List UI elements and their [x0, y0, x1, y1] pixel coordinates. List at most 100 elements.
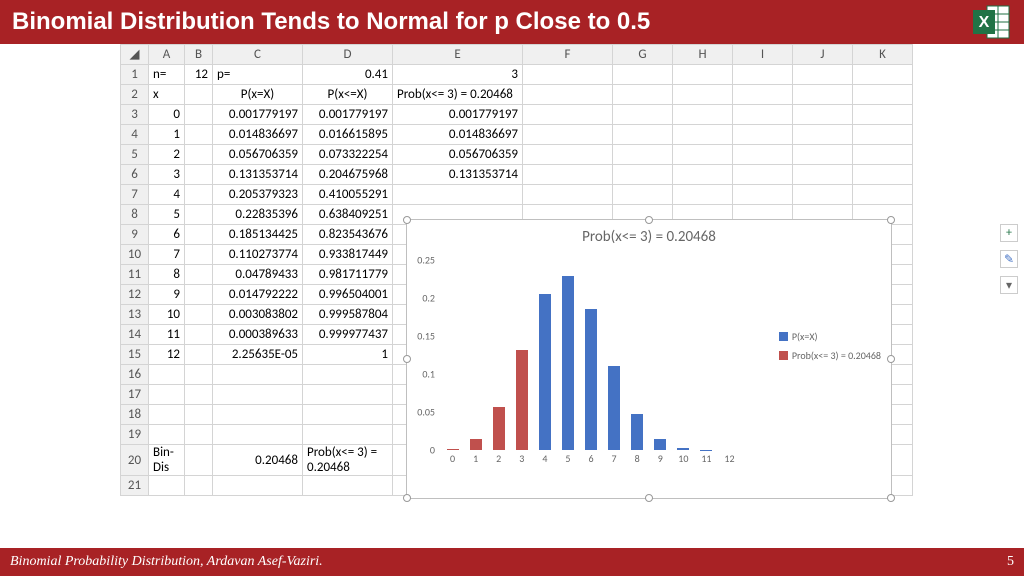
cell[interactable]: 0.001779197 — [213, 105, 303, 125]
chart-bar[interactable] — [585, 309, 597, 450]
cell[interactable] — [613, 105, 673, 125]
cell[interactable]: 0.056706359 — [393, 145, 523, 165]
cell[interactable] — [673, 65, 733, 85]
cell[interactable] — [149, 405, 185, 425]
cell[interactable] — [733, 185, 793, 205]
cell[interactable]: 0.110273774 — [213, 245, 303, 265]
cell[interactable] — [613, 125, 673, 145]
resize-handle[interactable] — [403, 494, 411, 502]
row-header[interactable]: 14 — [121, 325, 149, 345]
row-header[interactable]: 2 — [121, 85, 149, 105]
chart-bar[interactable] — [677, 448, 689, 450]
cell[interactable]: 0.073322254 — [303, 145, 393, 165]
cell[interactable] — [149, 425, 185, 445]
cell[interactable]: 12 — [185, 65, 213, 85]
cell[interactable]: 0.205379323 — [213, 185, 303, 205]
cell[interactable]: 0.001779197 — [393, 105, 523, 125]
column-header[interactable]: B — [185, 45, 213, 65]
chart-bar[interactable] — [562, 276, 574, 450]
cell[interactable]: 0.131353714 — [393, 165, 523, 185]
cell[interactable] — [185, 385, 213, 405]
cell[interactable]: 3 — [149, 165, 185, 185]
row-header[interactable]: 8 — [121, 205, 149, 225]
embedded-chart[interactable]: Prob(x<= 3) = 0.20468 00.050.10.150.20.2… — [406, 219, 892, 499]
cell[interactable]: Bin-Dis — [149, 445, 185, 476]
resize-handle[interactable] — [403, 216, 411, 224]
cell[interactable]: 0.22835396 — [213, 205, 303, 225]
select-all-corner[interactable]: ◢ — [121, 45, 149, 65]
cell[interactable] — [185, 165, 213, 185]
row-header[interactable]: 3 — [121, 105, 149, 125]
cell[interactable]: 0.20468 — [213, 445, 303, 476]
cell[interactable]: n= — [149, 65, 185, 85]
row-header[interactable]: 16 — [121, 365, 149, 385]
cell[interactable] — [185, 305, 213, 325]
cell[interactable]: 0 — [149, 105, 185, 125]
chart-bar[interactable] — [654, 439, 666, 450]
cell[interactable] — [673, 165, 733, 185]
cell[interactable]: 0.001779197 — [303, 105, 393, 125]
cell[interactable] — [185, 425, 213, 445]
cell[interactable]: 0.016615895 — [303, 125, 393, 145]
resize-handle[interactable] — [403, 355, 411, 363]
cell[interactable]: 8 — [149, 265, 185, 285]
cell[interactable] — [673, 85, 733, 105]
cell[interactable] — [673, 145, 733, 165]
cell[interactable] — [793, 165, 853, 185]
cell[interactable] — [613, 145, 673, 165]
cell[interactable]: P(x<=X) — [303, 85, 393, 105]
cell[interactable] — [149, 476, 185, 496]
cell[interactable] — [613, 185, 673, 205]
cell[interactable] — [523, 85, 613, 105]
cell[interactable] — [185, 185, 213, 205]
row-header[interactable]: 4 — [121, 125, 149, 145]
cell[interactable] — [185, 265, 213, 285]
cell[interactable] — [673, 185, 733, 205]
chart-bar[interactable] — [470, 439, 482, 450]
cell[interactable] — [733, 85, 793, 105]
row-header[interactable]: 19 — [121, 425, 149, 445]
cell[interactable] — [523, 185, 613, 205]
chart-elements-button[interactable]: + — [1000, 224, 1018, 242]
cell[interactable] — [733, 105, 793, 125]
cell[interactable] — [213, 476, 303, 496]
cell[interactable] — [185, 445, 213, 476]
cell[interactable] — [673, 125, 733, 145]
cell[interactable] — [185, 345, 213, 365]
cell[interactable] — [213, 365, 303, 385]
cell[interactable] — [673, 105, 733, 125]
cell[interactable]: Prob(x<= 3) = 0.20468 — [303, 445, 393, 476]
cell[interactable]: 0.014792222 — [213, 285, 303, 305]
cell[interactable] — [523, 105, 613, 125]
cell[interactable] — [185, 145, 213, 165]
cell[interactable]: 2.25635E-05 — [213, 345, 303, 365]
cell[interactable]: 0.204675968 — [303, 165, 393, 185]
cell[interactable] — [523, 65, 613, 85]
row-header[interactable]: 9 — [121, 225, 149, 245]
cell[interactable]: Prob(x<= 3) = 0.20468 — [393, 85, 523, 105]
cell[interactable]: 0.185134425 — [213, 225, 303, 245]
cell[interactable] — [523, 145, 613, 165]
cell[interactable] — [793, 185, 853, 205]
row-header[interactable]: 15 — [121, 345, 149, 365]
cell[interactable]: 0.981711779 — [303, 265, 393, 285]
cell[interactable]: 0.823543676 — [303, 225, 393, 245]
cell[interactable]: P(x=X) — [213, 85, 303, 105]
cell[interactable] — [185, 85, 213, 105]
cell[interactable] — [733, 165, 793, 185]
resize-handle[interactable] — [887, 355, 895, 363]
cell[interactable]: x — [149, 85, 185, 105]
resize-handle[interactable] — [887, 494, 895, 502]
cell[interactable] — [793, 105, 853, 125]
cell[interactable] — [853, 185, 913, 205]
cell[interactable] — [733, 145, 793, 165]
row-header[interactable]: 13 — [121, 305, 149, 325]
column-header[interactable]: K — [853, 45, 913, 65]
cell[interactable]: 0.014836697 — [213, 125, 303, 145]
cell[interactable] — [793, 85, 853, 105]
cell[interactable]: 0.000389633 — [213, 325, 303, 345]
cell[interactable] — [185, 325, 213, 345]
chart-filters-button[interactable]: ▾ — [1000, 276, 1018, 294]
cell[interactable]: 11 — [149, 325, 185, 345]
row-header[interactable]: 6 — [121, 165, 149, 185]
